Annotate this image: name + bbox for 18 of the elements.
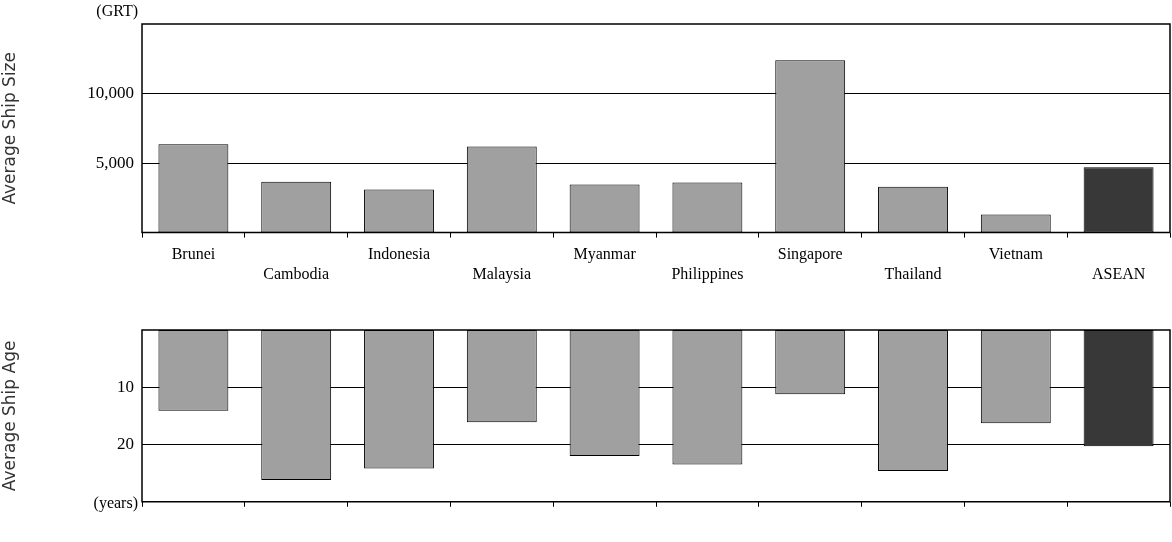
y-axis-title: Average Ship Size xyxy=(0,52,19,205)
x-tick-label: Myanmar xyxy=(573,245,637,264)
x-tick-label: Philippines xyxy=(671,264,744,283)
x-tick-label: Singapore xyxy=(777,245,843,264)
x-tick-label: Brunei xyxy=(171,245,216,263)
y-tick-label: 10 xyxy=(117,376,134,396)
text: (GRT) xyxy=(96,2,138,21)
text: (years) xyxy=(93,494,138,512)
x-tick-label: Indonesia xyxy=(367,245,431,263)
y-axis-title: Average Ship Age xyxy=(0,340,19,492)
y-tick-label: 20 xyxy=(117,434,134,453)
y-tick-label: 5,000 xyxy=(95,152,134,172)
x-tick-label: ASEAN xyxy=(1091,264,1146,282)
x-tick-label: Malaysia xyxy=(472,264,532,283)
x-tick-label: Thailand xyxy=(884,264,942,282)
y-tick-label: 10,000 xyxy=(87,83,134,102)
x-tick-label: Cambodia xyxy=(263,264,330,282)
x-tick-label: Vietnam xyxy=(988,245,1044,263)
